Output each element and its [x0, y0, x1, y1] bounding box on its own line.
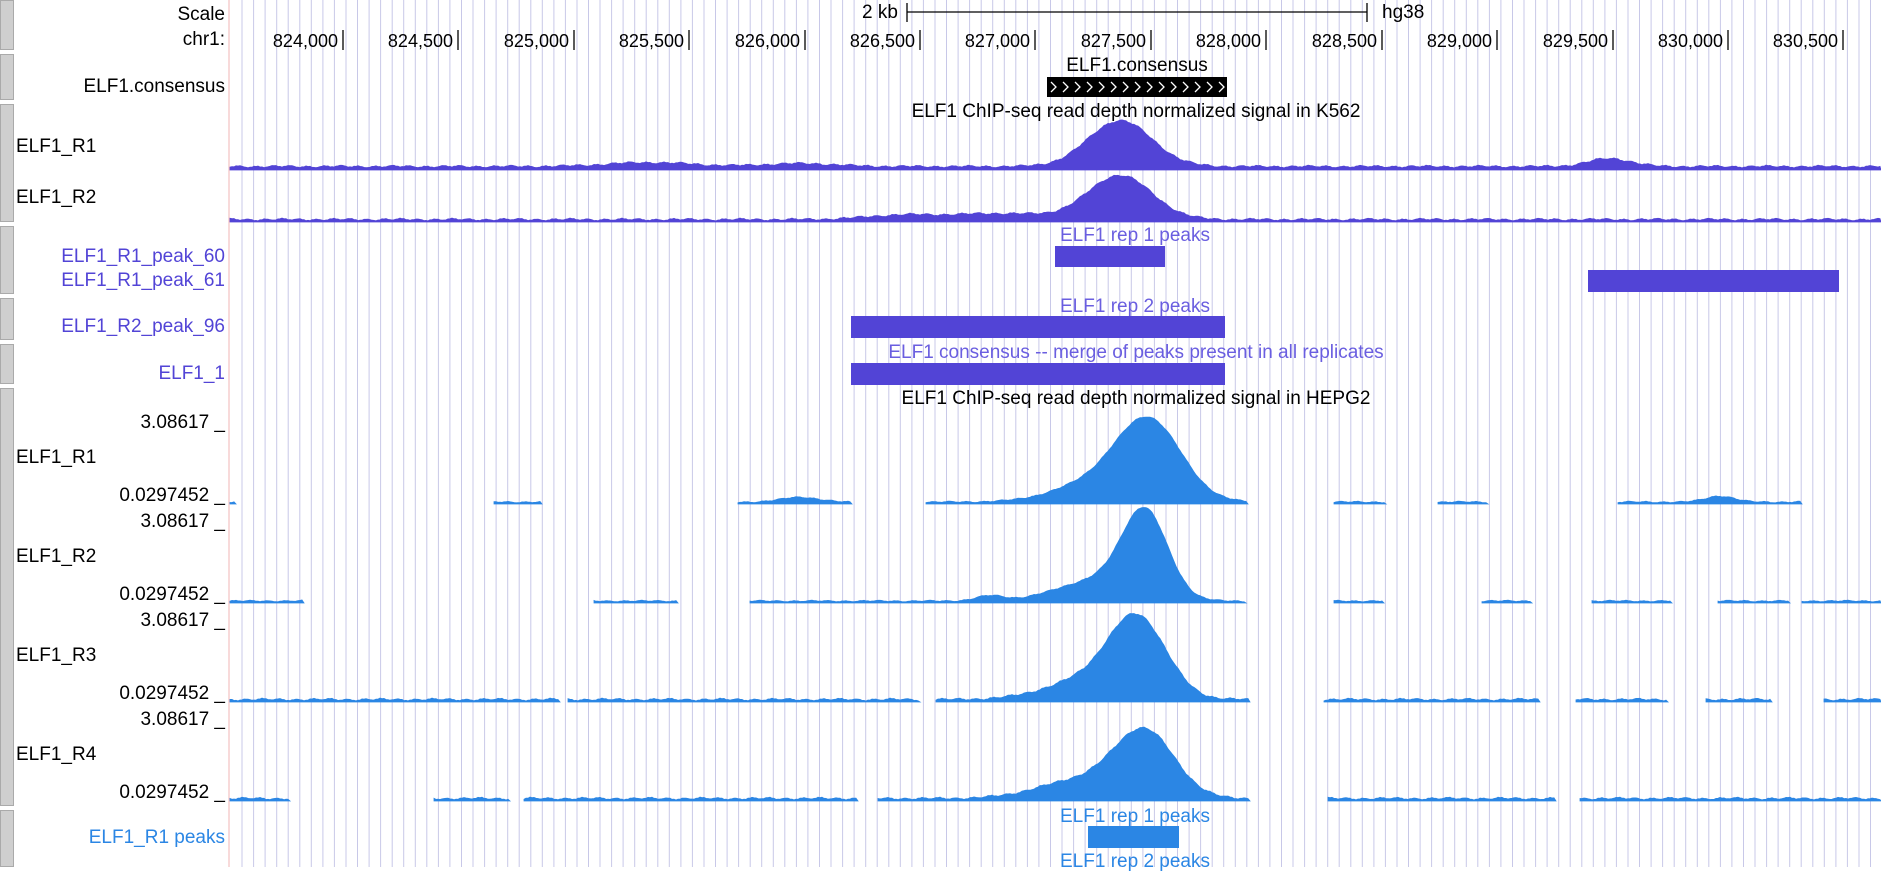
- hepg2-peak-bar: [1088, 826, 1179, 848]
- peak-bar-r1-61: [1588, 270, 1839, 292]
- hepg2-r3-max: 3.08617 _: [140, 610, 225, 631]
- hepg2-r2-min: 0.0297452 _: [119, 584, 225, 605]
- hepg2-signal-r4: [229, 726, 1881, 802]
- consensus-feature: [1047, 77, 1227, 97]
- sidebar-handle-k562-signal[interactable]: [0, 104, 14, 222]
- k562-row-label-r1[interactable]: ELF1_R1: [16, 136, 97, 157]
- feature-label-consensus: ELF1.consensus: [1066, 55, 1208, 76]
- ruler-position-label: 825,500: [619, 31, 684, 51]
- k562-signal-r1: [229, 119, 1881, 171]
- track-label-consensus[interactable]: ELF1.consensus: [83, 76, 225, 97]
- peak-bar-r1-60: [1055, 246, 1165, 267]
- hepg2-row-label-r4[interactable]: ELF1_R4: [16, 744, 97, 765]
- hepg2-signal-title: ELF1 ChIP-seq read depth normalized sign…: [901, 388, 1371, 409]
- strand-chevron: [1134, 81, 1141, 93]
- k562-row-label-r2[interactable]: ELF1_R2: [16, 187, 97, 208]
- strand-chevron: [1218, 81, 1225, 93]
- hepg2-r4-max: 3.08617 _: [140, 709, 225, 730]
- hepg2-row-label-r1[interactable]: ELF1_R1: [16, 447, 97, 468]
- consensus-peaks-title: ELF1 consensus -- merge of peaks present…: [888, 342, 1384, 363]
- hepg2-r1-max: 3.08617 _: [140, 412, 225, 433]
- strand-chevron: [1122, 81, 1129, 93]
- strand-chevron: [1110, 81, 1117, 93]
- peak-label-r1-60[interactable]: ELF1_R1_peak_60: [61, 246, 225, 267]
- assembly-label: hg38: [1382, 2, 1425, 23]
- sidebar-handle-rep2-peaks[interactable]: [0, 298, 14, 340]
- ruler-position-label: 824,500: [388, 31, 453, 51]
- ruler-position-label: 826,500: [850, 31, 915, 51]
- consensus-peak-label[interactable]: ELF1_1: [158, 363, 225, 384]
- hepg2-r4-min: 0.0297452 _: [119, 782, 225, 803]
- hepg2-signal-r2: [229, 507, 1881, 604]
- strand-chevron: [1050, 81, 1057, 93]
- ruler-position-label: 824,000: [273, 31, 338, 51]
- strand-chevron: [1182, 81, 1189, 93]
- peak-label-r2-96[interactable]: ELF1_R2_peak_96: [61, 316, 225, 337]
- sidebar-handle-consensus[interactable]: [0, 54, 14, 100]
- k562-rep2-peaks-title: ELF1 rep 2 peaks: [1060, 296, 1210, 317]
- ruler-position-label: 829,500: [1543, 31, 1608, 51]
- peak-bar-r2-96: [851, 316, 1225, 338]
- sidebar-handle-hepg2-signal[interactable]: [0, 388, 14, 806]
- k562-signal-r2: [229, 174, 1881, 223]
- strand-chevron: [1158, 81, 1165, 93]
- hepg2-row-label-r2[interactable]: ELF1_R2: [16, 546, 97, 567]
- scale-bar-label: 2 kb: [862, 2, 898, 23]
- sidebar-handle-rep1-peaks[interactable]: [0, 226, 14, 294]
- peak-label-r1-61[interactable]: ELF1_R1_peak_61: [61, 270, 225, 291]
- ruler-position-label: 830,000: [1658, 31, 1723, 51]
- ruler-position-label: 827,000: [965, 31, 1030, 51]
- k562-rep1-peaks-title: ELF1 rep 1 peaks: [1060, 225, 1210, 246]
- hepg2-signal-r1: [229, 416, 1803, 505]
- hepg2-r2-max: 3.08617 _: [140, 511, 225, 532]
- ruler-position-label: 829,000: [1427, 31, 1492, 51]
- strand-chevron: [1062, 81, 1069, 93]
- sidebar-handle-ruler[interactable]: [0, 0, 14, 50]
- scale-label: Scale: [177, 4, 225, 25]
- ruler-position-label: 828,000: [1196, 31, 1261, 51]
- ruler-position-label: 825,000: [504, 31, 569, 51]
- k562-signal-title: ELF1 ChIP-seq read depth normalized sign…: [911, 101, 1361, 122]
- chrom-label: chr1:: [182, 29, 225, 50]
- ruler-position-label: 828,500: [1312, 31, 1377, 51]
- hepg2-rep2-peaks-title: ELF1 rep 2 peaks: [1060, 851, 1210, 872]
- strand-chevron: [1098, 81, 1105, 93]
- ruler-position-label: 830,500: [1773, 31, 1838, 51]
- ruler-position-label: 826,000: [735, 31, 800, 51]
- strand-chevron: [1074, 81, 1081, 93]
- hepg2-rep1-peaks-label[interactable]: ELF1_R1 peaks: [88, 827, 225, 848]
- strand-chevron: [1086, 81, 1093, 93]
- hepg2-r1-min: 0.0297452 _: [119, 485, 225, 506]
- ruler-position-label: 827,500: [1081, 31, 1146, 51]
- hepg2-row-label-r3[interactable]: ELF1_R3: [16, 645, 97, 666]
- strand-chevron: [1194, 81, 1201, 93]
- consensus-peak-bar: [851, 363, 1225, 385]
- sidebar-handle-consensus-peaks[interactable]: [0, 344, 14, 384]
- hepg2-signal-r3: [229, 613, 1881, 703]
- strand-chevron: [1170, 81, 1177, 93]
- strand-chevron: [1206, 81, 1213, 93]
- hepg2-r3-min: 0.0297452 _: [119, 683, 225, 704]
- strand-chevron: [1146, 81, 1153, 93]
- hepg2-rep1-peaks-title: ELF1 rep 1 peaks: [1060, 806, 1210, 827]
